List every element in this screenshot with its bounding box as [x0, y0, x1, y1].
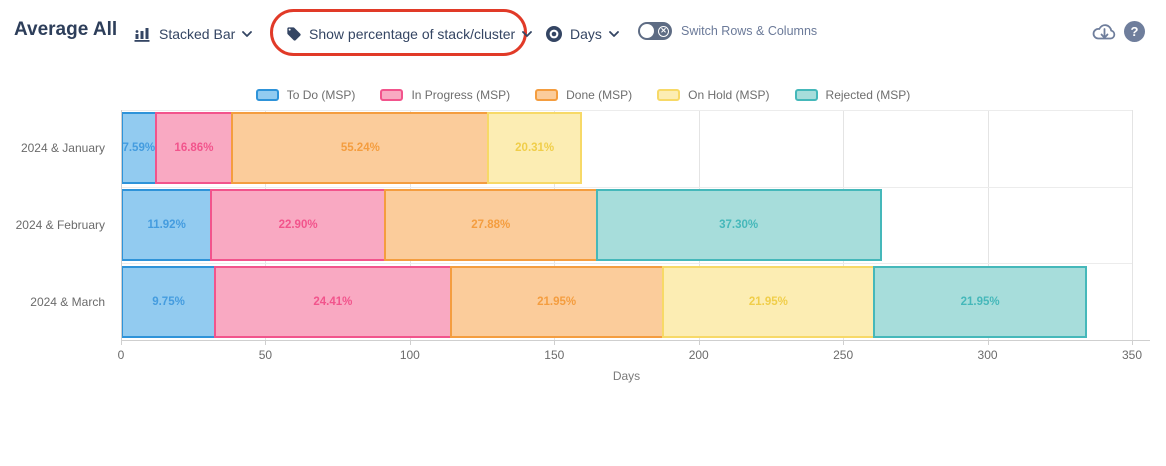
chart-type-label: Stacked Bar	[159, 26, 236, 42]
x-tick-mark	[409, 340, 411, 345]
x-tick-label: 350	[1121, 348, 1143, 362]
bar-segment[interactable]: 9.75%	[121, 265, 217, 338]
bar-segment[interactable]: 24.41%	[214, 265, 452, 338]
bar-segment[interactable]: 11.92%	[121, 188, 213, 261]
bar-segment[interactable]: 21.95%	[873, 265, 1087, 338]
legend-item[interactable]: Done (MSP)	[535, 88, 632, 102]
download-button[interactable]	[1092, 21, 1117, 47]
y-axis-labels: 2024 & January 2024 & February 2024 & Marc…	[0, 110, 113, 340]
legend-label: Done (MSP)	[566, 88, 633, 102]
x-tick-label: 0	[117, 348, 125, 362]
unit-dropdown[interactable]: Days	[545, 23, 619, 45]
bar-segment[interactable]: 27.88%	[383, 188, 598, 261]
switch-rows-columns-control: ✕ Switch Rows & Columns	[638, 22, 817, 40]
tag-icon	[287, 27, 301, 41]
legend-swatch	[535, 89, 559, 101]
x-tick-mark	[554, 340, 556, 345]
legend-swatch	[657, 89, 681, 101]
legend-label: On Hold (MSP)	[688, 88, 770, 102]
unit-label: Days	[570, 26, 602, 42]
bar-segment[interactable]: 21.95%	[661, 265, 876, 338]
legend-item[interactable]: On Hold (MSP)	[657, 88, 770, 102]
bar-segment[interactable]: 16.86%	[154, 112, 234, 185]
switch-rows-columns-toggle[interactable]: ✕	[638, 22, 672, 40]
show-percentage-dropdown[interactable]: Show percentage of stack/cluster	[286, 23, 533, 45]
x-tick-mark	[1132, 340, 1133, 345]
y-axis-line	[121, 110, 122, 340]
chevron-down-icon	[522, 31, 533, 37]
toggle-knob	[640, 24, 654, 38]
legend-swatch	[380, 89, 404, 101]
legend-label: To Do (MSP)	[286, 88, 356, 102]
x-tick-label: 50	[258, 348, 273, 362]
legend-item[interactable]: In Progress (MSP)	[380, 88, 510, 102]
bar-segment[interactable]: 20.31%	[487, 112, 583, 185]
bar-row: 7.59% 16.86% 55.24% 20.31%	[121, 110, 1132, 187]
bar-row: 11.92% 22.90% 27.88% 37.30%	[121, 187, 1132, 264]
bar-segment[interactable]: 21.95%	[449, 265, 664, 338]
toggle-x-icon: ✕	[658, 25, 669, 37]
plot-area: 7.59% 16.86% 55.24% 20.31% 11.92% 22.90% 27.88…	[121, 110, 1133, 341]
gridline	[121, 110, 1132, 111]
x-tick-label: 200	[688, 348, 709, 362]
x-tick-label: 250	[833, 348, 854, 362]
bar-segment[interactable]: 22.90%	[210, 188, 386, 261]
cloud-download-icon	[1092, 24, 1116, 40]
x-tick-mark	[121, 340, 122, 345]
legend-swatch	[794, 89, 818, 101]
x-tick-label: 300	[977, 348, 998, 362]
y-axis-label: 2024 & March	[30, 294, 105, 309]
help-button[interactable]: ?	[1124, 21, 1145, 42]
legend-item[interactable]: To Do (MSP)	[255, 88, 356, 102]
x-axis-line	[121, 340, 1150, 341]
eye-icon	[546, 26, 562, 42]
x-tick-mark	[265, 340, 267, 345]
x-axis-title: Days	[612, 369, 641, 383]
bar-segment[interactable]: 7.59%	[121, 112, 157, 185]
x-axis-ticks: 0 50 100 150 200 250 300 350	[117, 348, 1142, 364]
legend-item[interactable]: Rejected (MSP)	[794, 88, 911, 102]
help-icon: ?	[1130, 24, 1139, 39]
chevron-down-icon	[609, 31, 619, 37]
x-tick-label: 150	[544, 348, 565, 362]
gridline	[1132, 110, 1133, 340]
x-tick-mark	[987, 340, 989, 345]
chevron-down-icon	[242, 31, 253, 37]
gridline	[121, 263, 1132, 265]
legend-swatch	[255, 89, 279, 101]
bar-segment[interactable]: 55.24%	[231, 112, 490, 185]
show-percentage-label: Show percentage of stack/cluster	[309, 26, 516, 42]
bar-chart-icon	[134, 27, 150, 42]
bar-row: 9.75% 24.41% 21.95% 21.95% 21.95%	[121, 263, 1132, 340]
chart-type-dropdown[interactable]: Stacked Bar	[134, 23, 253, 45]
x-tick-label: 100	[399, 348, 420, 362]
legend-label: In Progress (MSP)	[411, 88, 511, 102]
gridline	[987, 110, 989, 340]
y-axis-label: 2024 & February	[15, 217, 105, 232]
x-tick-mark	[698, 340, 700, 345]
switch-rows-columns-label: Switch Rows & Columns	[681, 24, 818, 38]
x-tick-mark	[843, 340, 845, 345]
y-axis-label: 2024 & January	[20, 141, 105, 156]
legend: To Do (MSP) In Progress (MSP) Done (MSP) On…	[0, 88, 1166, 102]
page-title: Average All	[14, 19, 118, 40]
gridline	[121, 186, 1132, 188]
bar-segment[interactable]: 37.30%	[595, 188, 882, 261]
legend-label: Rejected (MSP)	[825, 88, 911, 102]
